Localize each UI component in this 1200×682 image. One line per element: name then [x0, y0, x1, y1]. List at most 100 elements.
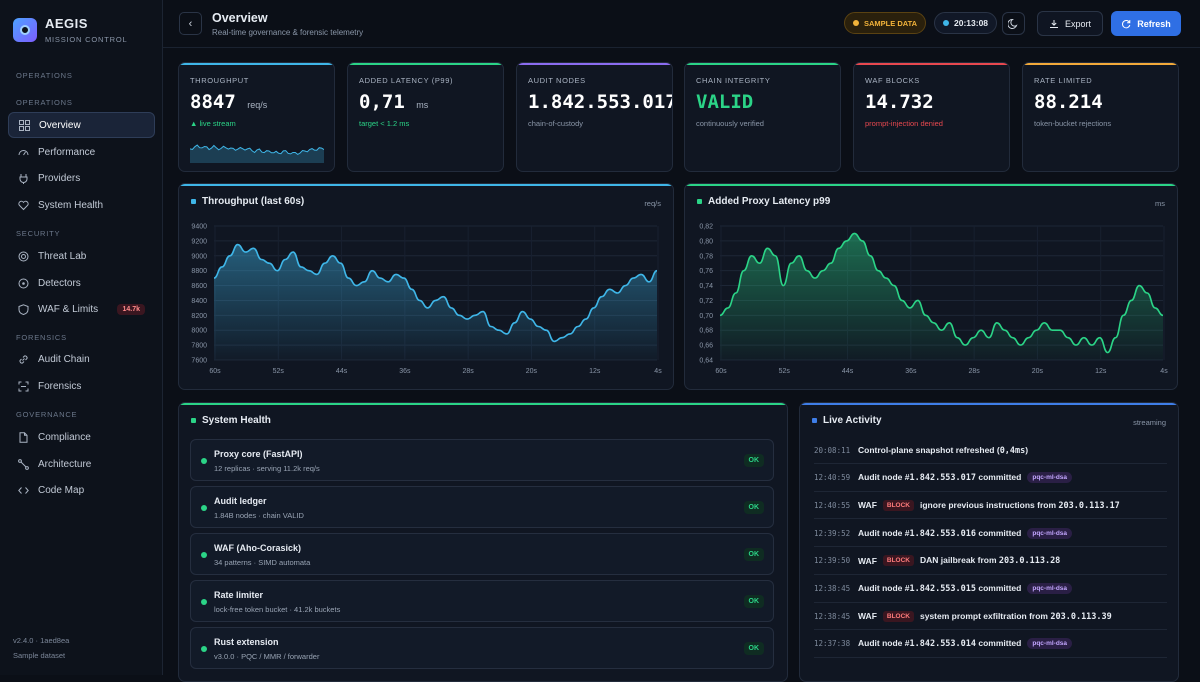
- panel-accent: [179, 184, 673, 186]
- event-value: 1.842.553.015: [909, 584, 977, 594]
- sidebar-item-performance[interactable]: Performance: [8, 139, 155, 165]
- square-icon: [191, 418, 196, 423]
- panel-title: System Health: [202, 415, 271, 426]
- x-tick-label: 36s: [905, 368, 917, 375]
- sidebar-item-system-health[interactable]: System Health: [8, 192, 155, 218]
- sidebar-item-label: Performance: [38, 146, 96, 158]
- kpi-subtext: prompt-injection denied: [865, 119, 943, 128]
- y-tick-label: 0,72: [699, 298, 713, 305]
- sidebar-item-label: Detectors: [38, 277, 81, 289]
- kpi-number: 14.732: [865, 91, 934, 113]
- kpi-number: 1.842.553.017: [528, 91, 673, 113]
- pqc-tag: pqc-ml-dsa: [1027, 472, 1073, 484]
- y-tick-label: 8800: [191, 268, 207, 275]
- back-button[interactable]: ‹: [179, 12, 202, 35]
- sidebar-item-waf-limits[interactable]: WAF & Limits 14.7k: [8, 296, 155, 322]
- activity-row: 12:40:55 WAF BLOCK ignore previous instru…: [814, 492, 1167, 520]
- kpi-subtext: continuously verified: [696, 119, 764, 128]
- event-text: Audit node #1.842.553.017 committed: [858, 472, 1021, 483]
- sidebar-item-overview[interactable]: Overview: [8, 112, 155, 138]
- clock-pill: 20:13:08: [934, 12, 998, 34]
- sidebar-item-forensics[interactable]: Forensics: [8, 373, 155, 399]
- health-row[interactable]: Audit ledger 1.84B nodes · chain VALID O…: [190, 486, 774, 528]
- sparkline-line: [190, 144, 324, 156]
- event-ip: 203.0.113.39: [1050, 611, 1112, 622]
- throughput-chart: 9400 9200 9000 8800 8600 8400 8200 8000 7800 7600…: [191, 224, 662, 376]
- sidebar-item-label: Code Map: [38, 484, 85, 496]
- version-label: v2.4.0 · 1aed8ea: [13, 636, 70, 645]
- refresh-button[interactable]: Refresh: [1111, 11, 1181, 36]
- kpi-accent: [517, 63, 672, 65]
- chevron-left-icon: ‹: [188, 17, 193, 30]
- grid-icon: [19, 119, 30, 131]
- kpi-accent: [348, 63, 503, 65]
- status-badge: OK: [743, 595, 764, 608]
- series-line: [719, 232, 1164, 354]
- event-suffix: committed: [976, 472, 1022, 483]
- document-icon: [18, 431, 29, 443]
- aegis-logo-icon: [13, 18, 37, 42]
- health-row[interactable]: WAF (Aho-Corasick) 34 patterns · SIMD au…: [190, 533, 774, 575]
- heart-icon: [18, 200, 29, 211]
- sidebar-item-threat-lab[interactable]: Threat Lab: [8, 243, 155, 269]
- event-prefix: Control-plane snapshot refreshed (: [858, 444, 1000, 455]
- kpi-value: 88.214: [1034, 91, 1103, 113]
- y-tick-label: 9000: [191, 253, 207, 260]
- event-text: Audit node #1.842.553.016 committed: [858, 528, 1021, 539]
- sidebar-item-audit-chain[interactable]: Audit Chain: [8, 346, 155, 372]
- x-tick-label: 60s: [209, 368, 221, 375]
- live-dot-icon: [943, 20, 949, 26]
- series-area: [720, 233, 1163, 360]
- y-tick-label: 7800: [191, 343, 207, 350]
- event-source: WAF: [858, 555, 877, 566]
- y-tick-label: 8200: [191, 313, 207, 320]
- status-badge: OK: [743, 548, 764, 561]
- x-tick-label: 4s: [1160, 368, 1168, 375]
- service-name: Rust extension: [214, 637, 279, 647]
- topbar: ‹ Overview Real-time governance & forens…: [163, 0, 1200, 48]
- x-tick-label: 44s: [842, 368, 854, 375]
- event-ip: 203.0.113.28: [998, 556, 1061, 567]
- page-subtitle: Real-time governance & forensic telemetr…: [212, 28, 364, 37]
- event-value: 0,4ms: [999, 445, 1026, 456]
- event-message: ignore previous instructions from: [920, 499, 1059, 510]
- activity-row: 12:40:59 Audit node #1.842.553.017 commit…: [814, 465, 1167, 492]
- activity-row: 12:39:52 Audit node #1.842.553.016 commit…: [814, 520, 1167, 548]
- activity-row: 12:39:50 WAF BLOCK DAN jailbreak from 203…: [814, 548, 1167, 575]
- service-name: Audit ledger: [214, 496, 267, 506]
- kpi-subtext: target < 1.2 ms: [359, 119, 410, 128]
- sample-data-label: SAMPLE DATA: [864, 18, 918, 28]
- kpi-accent: [854, 63, 1009, 65]
- status-dot-icon: [201, 505, 207, 511]
- y-tick-label: 0,66: [699, 343, 713, 350]
- status-badge: OK: [743, 454, 764, 467]
- pqc-tag: pqc-ml-dsa: [1027, 638, 1073, 650]
- health-row[interactable]: Proxy core (FastAPI) 12 replicas · servi…: [190, 439, 774, 481]
- theme-toggle-button[interactable]: [1002, 12, 1025, 35]
- event-ip: 203.0.113.17: [1058, 500, 1120, 511]
- sidebar-item-detectors[interactable]: Detectors: [8, 270, 155, 296]
- event-prefix: Audit node #: [858, 583, 910, 593]
- x-tick-label: 28s: [968, 368, 980, 375]
- sidebar-item-providers[interactable]: Providers: [8, 165, 155, 191]
- service-detail: 12 replicas · serving 11.2k req/s: [214, 464, 320, 473]
- activity-row: 12:37:38 Audit node #1.842.553.014 commit…: [814, 631, 1167, 658]
- event-source: WAF: [858, 611, 877, 622]
- sidebar-item-code-map[interactable]: Code Map: [8, 477, 155, 503]
- panel-accent: [800, 403, 1178, 405]
- activity-row: 12:38:45 Audit node #1.842.553.015 commit…: [814, 576, 1167, 603]
- health-row[interactable]: Rust extension v3.0.0 · PQC / MMR / forw…: [190, 627, 774, 669]
- sidebar-item-label: Threat Lab: [38, 250, 87, 262]
- sidebar-item-architecture[interactable]: Architecture: [8, 451, 155, 477]
- export-button[interactable]: Export: [1037, 11, 1103, 36]
- brand-title: AEGIS: [45, 16, 88, 31]
- x-tick-label: 20s: [1032, 368, 1044, 375]
- block-tag: BLOCK: [882, 555, 914, 567]
- event-text: Audit node #1.842.553.014 committed: [858, 638, 1021, 649]
- kpi-number: 8847: [190, 91, 236, 113]
- kpi-accent: [685, 63, 840, 65]
- health-row[interactable]: Rate limiter lock-free token bucket · 41…: [190, 580, 774, 622]
- panel-title: Live Activity: [823, 415, 882, 426]
- sidebar-item-compliance[interactable]: Compliance: [8, 424, 155, 450]
- sidebar-item-label: Architecture: [38, 458, 92, 470]
